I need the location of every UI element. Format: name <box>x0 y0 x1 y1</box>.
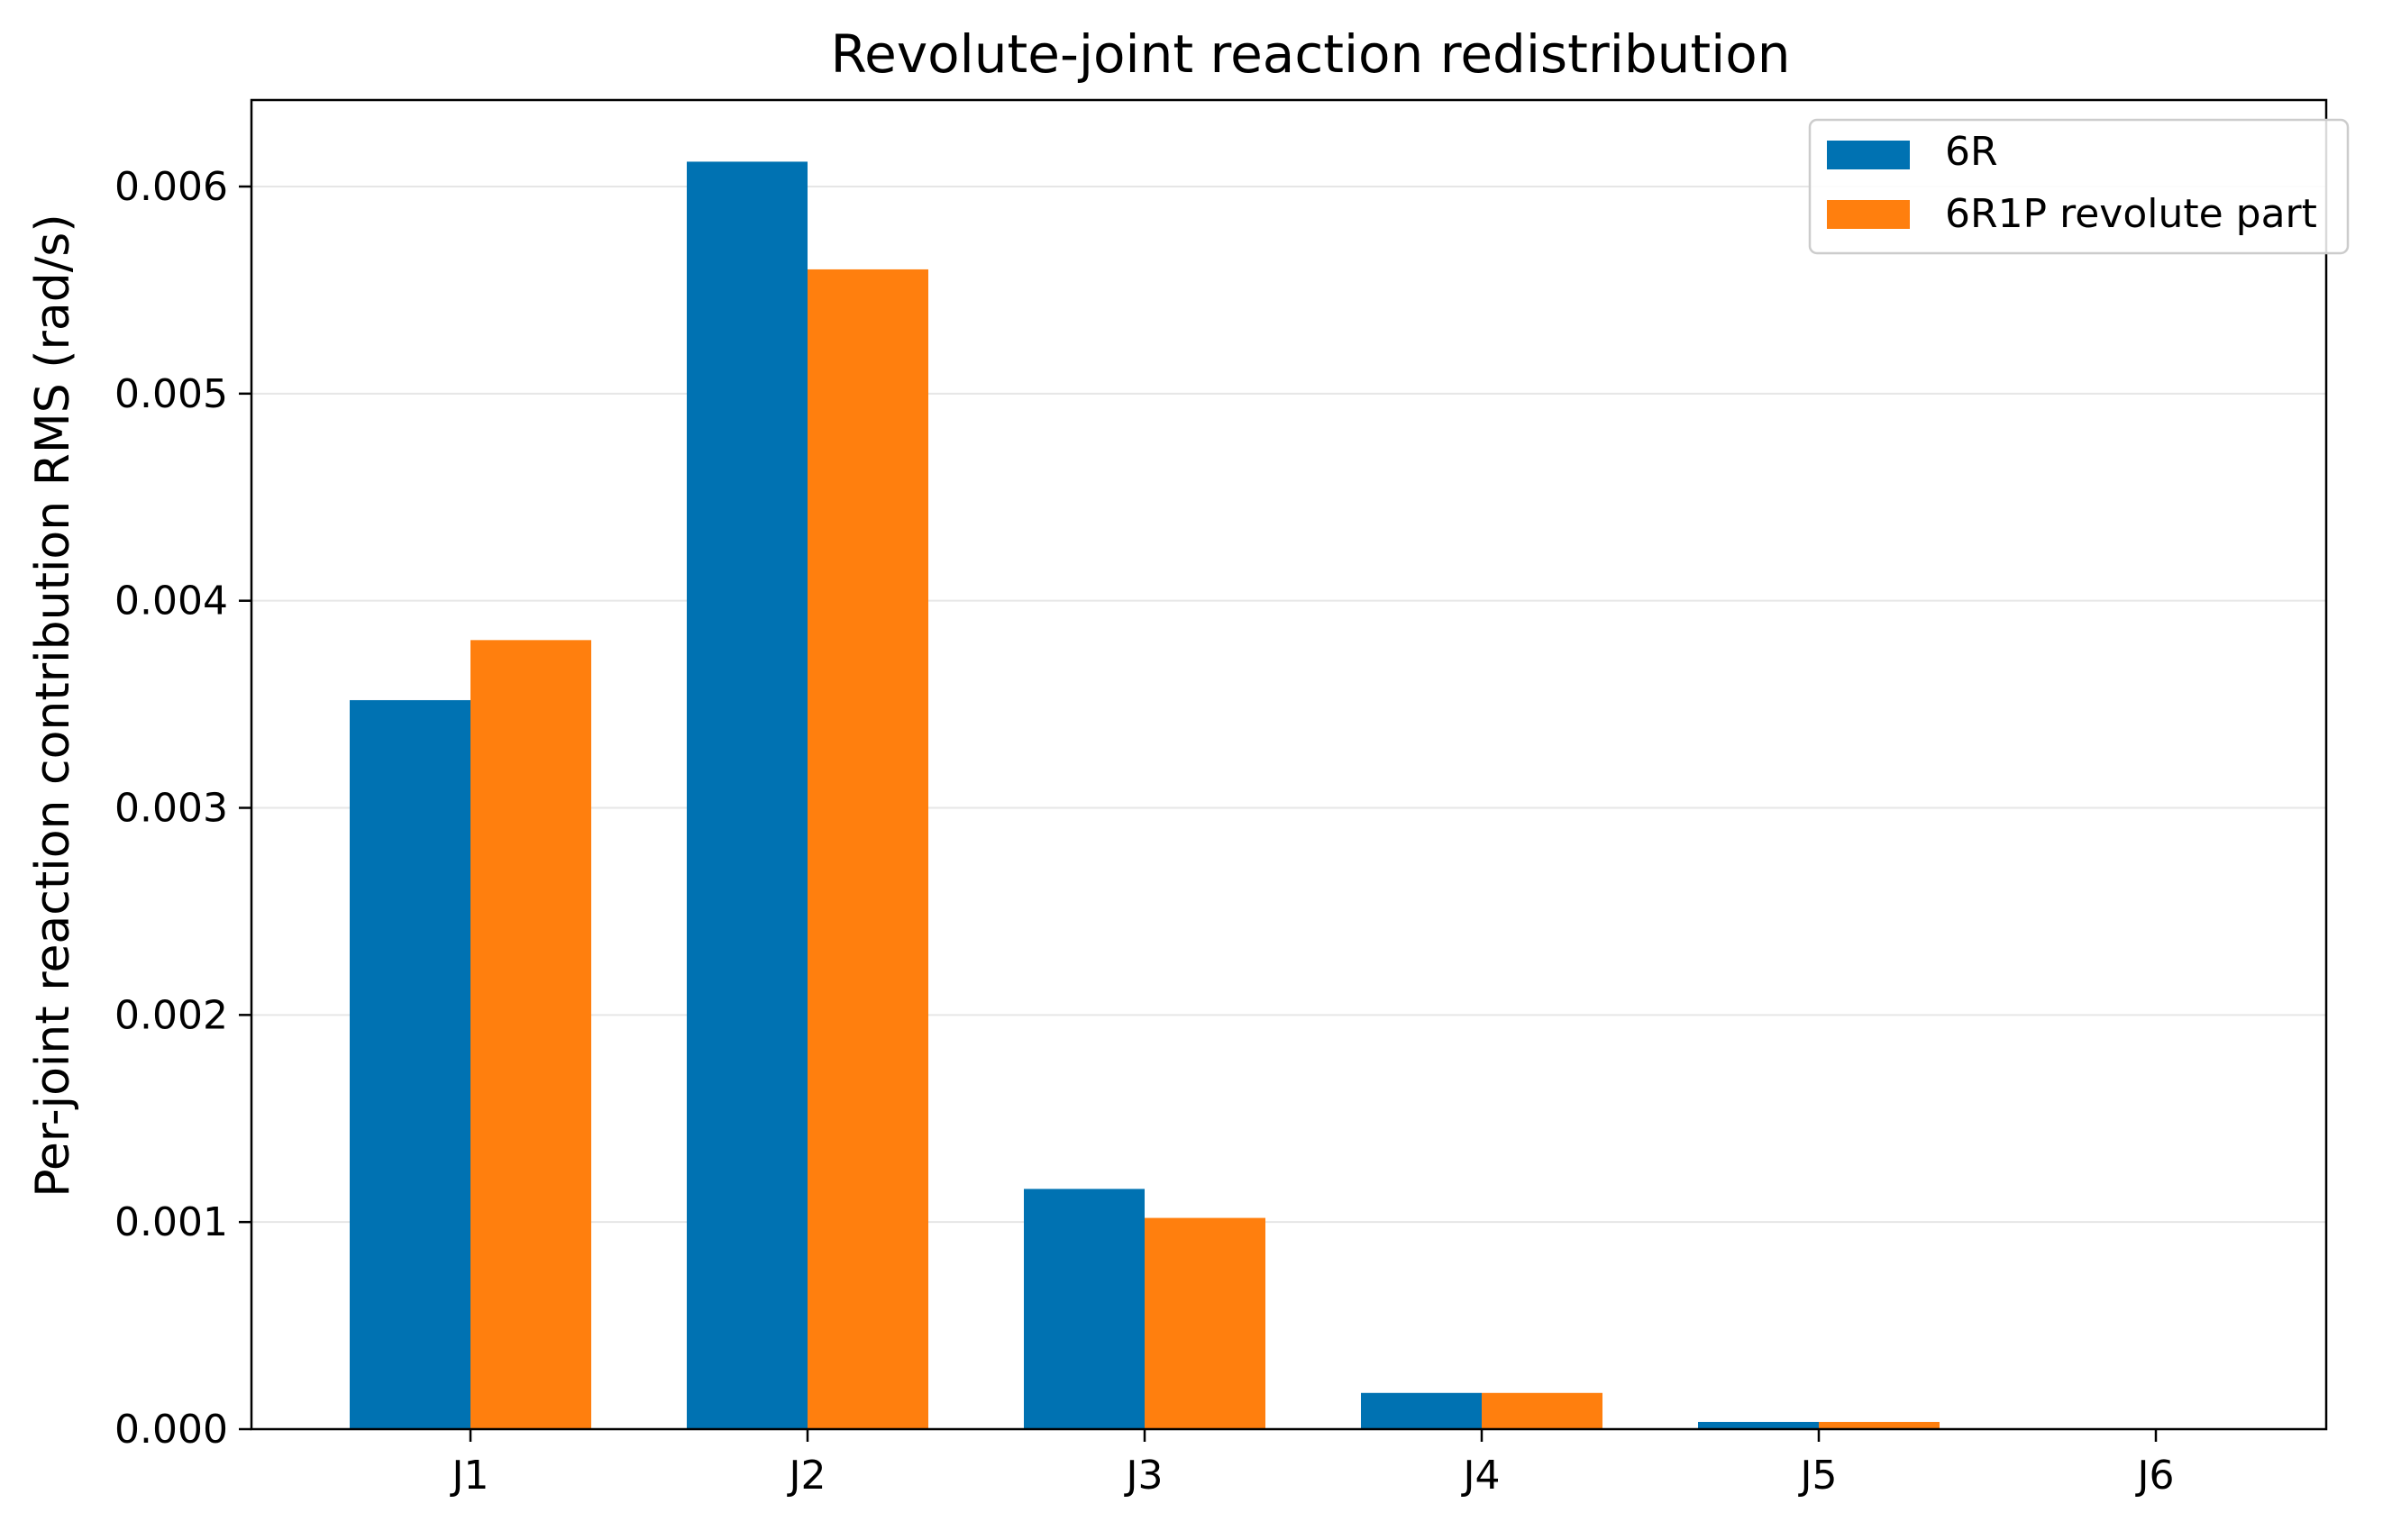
bars <box>350 161 1940 1429</box>
y-tick-label: 0.005 <box>114 371 228 417</box>
x-tick-label: J5 <box>1798 1453 1838 1499</box>
bar-j3-6r1p <box>1145 1217 1265 1429</box>
bar-j2-6r <box>687 161 808 1429</box>
legend-swatch-6r <box>1827 141 1910 169</box>
legend-swatch-6r1p <box>1827 200 1910 229</box>
bar-j5-6r <box>1698 1421 1819 1429</box>
y-axis-ticks: 0.000 0.001 0.002 0.003 0.004 0.005 0.006 <box>114 164 251 1453</box>
plot-frame <box>250 98 2328 1431</box>
y-tick-label: 0.006 <box>114 164 228 210</box>
x-axis-ticks: J1 J2 J3 J4 J5 J6 <box>450 1429 2175 1499</box>
y-tick-label: 0.003 <box>114 786 228 832</box>
y-tick-label: 0.000 <box>114 1407 228 1453</box>
x-tick-label: J2 <box>787 1453 826 1499</box>
y-axis-label: Per-joint reaction contribution RMS (rad… <box>26 214 80 1197</box>
chart-title: Revolute-joint reaction redistribution <box>830 23 1790 85</box>
legend-frame <box>1808 118 2350 255</box>
bar-j3-6r <box>1024 1189 1145 1429</box>
bar-j1-6r1p <box>470 640 591 1429</box>
legend-label-6r: 6R <box>1945 129 1998 175</box>
legend: 6R 6R1P revolute part <box>1808 118 2350 255</box>
bar-j2-6r1p <box>808 269 928 1429</box>
x-tick-label: J4 <box>1461 1453 1501 1499</box>
y-tick-label: 0.002 <box>114 992 228 1038</box>
y-tick-label: 0.001 <box>114 1199 228 1245</box>
x-tick-label: J6 <box>2135 1453 2175 1499</box>
bar-j1-6r <box>350 699 470 1429</box>
legend-label-6r1p: 6R1P revolute part <box>1945 191 2317 237</box>
bar-j4-6r1p <box>1482 1392 1602 1429</box>
bar-j4-6r <box>1361 1392 1482 1429</box>
bar-j5-6r1p <box>1819 1421 1940 1429</box>
x-tick-label: J1 <box>450 1453 489 1499</box>
y-tick-label: 0.004 <box>114 579 228 624</box>
x-tick-label: J3 <box>1124 1453 1164 1499</box>
